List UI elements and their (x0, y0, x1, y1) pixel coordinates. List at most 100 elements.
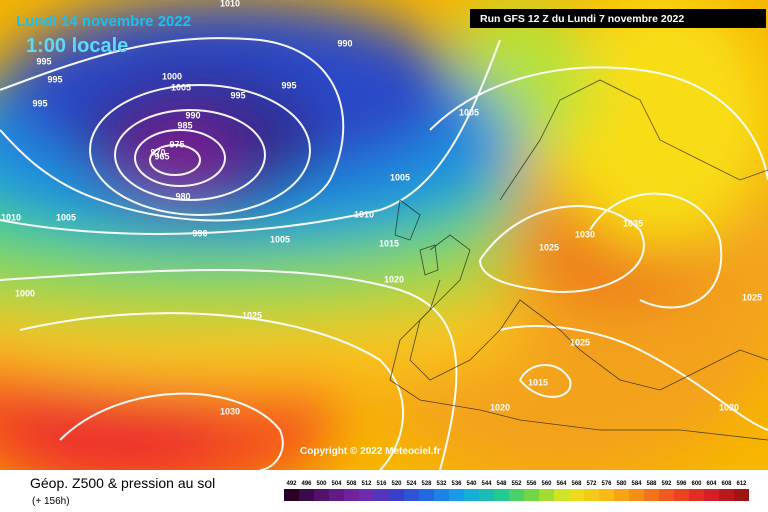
isobar-label: 1020 (490, 402, 510, 412)
legend-swatch (314, 489, 329, 501)
legend-swatch (284, 489, 299, 501)
legend-swatch (434, 489, 449, 501)
isobar-label: 1010 (354, 209, 374, 219)
isobar-label: 1020 (719, 402, 739, 412)
isobar-label: 1025 (539, 242, 559, 252)
legend-label: 560 (541, 481, 552, 487)
legend-swatch (524, 489, 539, 501)
isobar-label: 980 (175, 191, 190, 201)
legend-label: 548 (496, 481, 507, 487)
isobar-label: 995 (230, 90, 245, 100)
legend-swatch (479, 489, 494, 501)
isobar-label: 1010 (220, 0, 240, 8)
legend-swatch (704, 489, 719, 501)
legend-swatch (419, 489, 434, 501)
legend-swatch (509, 489, 524, 501)
legend-label: 596 (676, 481, 687, 487)
isobar-label: 1015 (528, 377, 548, 387)
isobar-label: 1005 (390, 172, 410, 182)
legend-swatch (359, 489, 374, 501)
legend-swatch (734, 489, 749, 501)
isobar-label: 970 (150, 147, 165, 157)
isobar-label: 990 (185, 110, 200, 120)
isobar-label: 985 (177, 120, 192, 130)
isobar-label: 995 (47, 74, 62, 84)
isobar-label: 1025 (742, 292, 762, 302)
legend-swatch (344, 489, 359, 501)
local-time: 1:00 locale (26, 35, 128, 57)
legend-label: 568 (571, 481, 582, 487)
isobar-label: 975 (169, 139, 184, 149)
legend-label: 592 (661, 481, 672, 487)
legend-swatch (644, 489, 659, 501)
legend-swatch (389, 489, 404, 501)
legend-label: 580 (616, 481, 627, 487)
isobar-label: 995 (32, 98, 47, 108)
legend-label: 608 (721, 481, 732, 487)
legend-label: 556 (526, 481, 537, 487)
isobar-label: 990 (337, 38, 352, 48)
isobar-label: 1005 (459, 107, 479, 117)
isobar-label: 990 (192, 228, 207, 238)
legend-label: 528 (421, 481, 432, 487)
legend-swatch (674, 489, 689, 501)
isobar-label: 1005 (270, 234, 290, 244)
isobar-label: 1025 (570, 337, 590, 347)
footer-title: Géop. Z500 & pression au sol (30, 475, 215, 491)
legend-label: 600 (691, 481, 702, 487)
legend-swatch (689, 489, 704, 501)
isobar-label: 995 (36, 56, 51, 66)
legend-swatch (659, 489, 674, 501)
legend-label: 512 (361, 481, 372, 487)
legend-swatch (614, 489, 629, 501)
legend-label: 612 (736, 481, 747, 487)
legend-swatch (464, 489, 479, 501)
isobar-labels: 1010995995995990100010059959959909859759… (1, 0, 762, 416)
legend-swatch (584, 489, 599, 501)
legend-label: 584 (631, 481, 642, 487)
isobar-label: 1020 (384, 274, 404, 284)
legend-swatch (329, 489, 344, 501)
isobar-label: 1030 (220, 406, 240, 416)
legend-swatch (404, 489, 419, 501)
isobar-label: 1010 (1, 212, 21, 222)
date: Lundi 14 novembre 2022 (16, 13, 191, 30)
isobar-label: 995 (281, 80, 296, 90)
legend-swatch (569, 489, 584, 501)
legend-label: 524 (406, 481, 417, 487)
legend-swatch (449, 489, 464, 501)
legend-label: 588 (646, 481, 657, 487)
legend-label: 500 (316, 481, 327, 487)
legend-swatch (539, 489, 554, 501)
legend-label: 552 (511, 481, 522, 487)
legend-label: 564 (556, 481, 567, 487)
legend-label: 572 (586, 481, 597, 487)
legend-label: 604 (706, 481, 717, 487)
isobar-label: 1030 (575, 229, 595, 239)
isobar-label: 1000 (15, 288, 35, 298)
legend-label: 508 (346, 481, 357, 487)
isobar-label: 1035 (623, 218, 643, 228)
legend-swatch (554, 489, 569, 501)
isobar-label: 1000 (162, 71, 182, 81)
forecast-lead: (+ 156h) (32, 496, 70, 507)
legend-label: 504 (331, 481, 342, 487)
copyright: Copyright © 2022 Meteociel.fr (300, 446, 441, 457)
legend-swatch (494, 489, 509, 501)
legend-label: 520 (391, 481, 402, 487)
run-info: Run GFS 12 Z du Lundi 7 novembre 2022 (480, 13, 684, 25)
legend-label: 532 (436, 481, 447, 487)
legend-swatch (374, 489, 389, 501)
legend-label: 536 (451, 481, 462, 487)
legend-label: 544 (481, 481, 492, 487)
isobar-label: 965 (154, 151, 169, 161)
isobar-label: 1005 (56, 212, 76, 222)
legend-label: 496 (301, 481, 312, 487)
legend-swatch (719, 489, 734, 501)
isobar-label: 1025 (242, 310, 262, 320)
legend-label: 540 (466, 481, 477, 487)
colorbar: 492 496 500 504 508 512 516 520 524 528 532 536 540 5… (284, 481, 749, 501)
